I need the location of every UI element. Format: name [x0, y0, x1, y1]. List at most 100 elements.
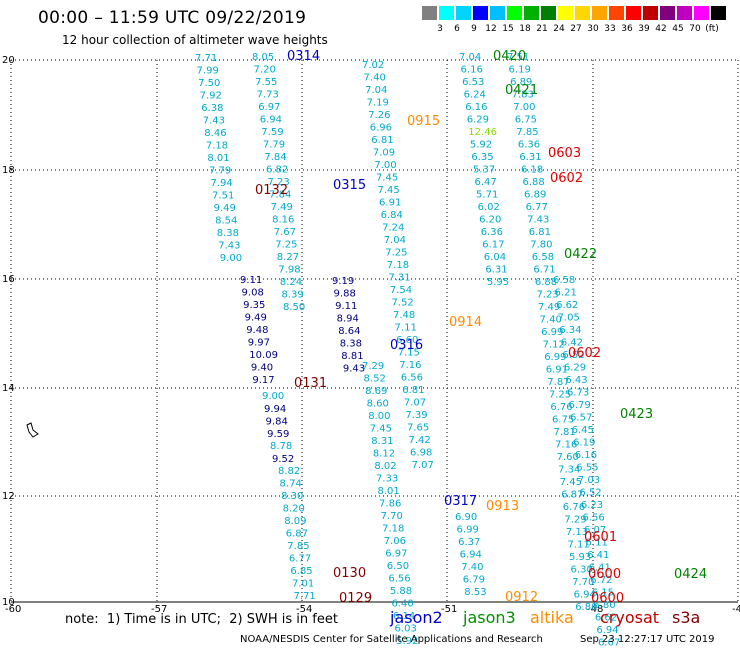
wave-height-value: 6.07: [584, 525, 606, 536]
wave-height-value: 7.04: [384, 235, 406, 246]
wave-height-value: 9.97: [248, 338, 270, 349]
wave-height-value: 7.31: [388, 273, 410, 284]
wave-height-value: 6.77: [526, 202, 548, 213]
scale-swatch: [626, 6, 641, 20]
wave-height-value: 6.99: [541, 327, 563, 338]
lat-tick-label: 16: [2, 274, 15, 285]
scale-swatch: [592, 6, 607, 20]
wave-height-value: 6.91: [546, 365, 568, 376]
wave-height-value: 8.64: [338, 326, 360, 337]
wave-height-value: 8.38: [340, 339, 362, 350]
scale-swatch: [677, 6, 692, 20]
wave-height-value: 7.04: [459, 52, 481, 63]
legend-jason3: jason3: [463, 608, 516, 627]
pass-time-label: 0314: [287, 49, 320, 64]
wave-height-value: 6.19: [573, 438, 595, 449]
wave-height-value: 7.65: [407, 423, 429, 434]
map-subtitle: 12 hour collection of altimeter wave hei…: [62, 33, 328, 47]
wave-height-value: 6.40: [391, 599, 413, 610]
wave-height-value: 8.81: [341, 351, 363, 362]
wave-height-value: 6.98: [410, 448, 432, 459]
wave-height-value: 8.52: [364, 374, 386, 385]
pass-time-label: 0422: [564, 247, 597, 262]
wave-height-value: 6.99: [457, 525, 479, 536]
wave-height-value: 8.01: [378, 486, 400, 497]
scale-label: 24: [553, 24, 565, 34]
scale-label: 70: [689, 24, 701, 34]
wave-height-value: 7.15: [398, 348, 420, 359]
wave-height-value: 7.59: [261, 127, 283, 138]
wave-height-tracks: 7.717.997.507.926.387.438.467.188.017.79…: [195, 52, 620, 649]
wave-height-value: 6.72: [590, 575, 612, 586]
pass-time-label: 0602: [568, 346, 601, 361]
scale-label: 9: [471, 24, 477, 34]
wave-height-value: 6.43: [565, 375, 587, 386]
generated-timestamp: Sep 23 12:27:17 UTC 2019: [580, 634, 715, 645]
wave-height-value: 6.97: [258, 102, 280, 113]
wave-height-value: 6.88: [523, 177, 545, 188]
wave-height-value: 6.03: [395, 624, 417, 635]
wave-height-value: 6.52: [562, 350, 584, 361]
wave-height-value: 8.30: [281, 491, 303, 502]
wave-height-value: 6.90: [455, 512, 477, 523]
wave-height-value: 9.19: [332, 276, 354, 287]
wave-height-value: 8.46: [204, 128, 226, 139]
wave-height-value: 7.00: [513, 102, 535, 113]
wave-height-value: 7.92: [200, 91, 222, 102]
wave-height-value: 7.03: [578, 475, 600, 486]
wave-height-value: 9.52: [272, 454, 294, 465]
wave-height-value: 9.49: [214, 203, 236, 214]
lon-tick-label: -48: [587, 604, 603, 615]
wave-height-value: 7.29: [564, 515, 586, 526]
wave-height-value: 7.83: [512, 90, 534, 101]
wave-height-value: 7.24: [382, 223, 404, 234]
scale-swatch: [490, 6, 505, 20]
wave-height-value: 8.38: [217, 228, 239, 239]
wave-height-value: 6.31: [519, 152, 541, 163]
wave-height-value: 5.71: [476, 190, 498, 201]
wave-height-value: 8.82: [278, 466, 300, 477]
wave-height-value: 7.51: [212, 191, 234, 202]
wave-height-value: 6.94: [596, 625, 618, 636]
wave-height-value: 6.94: [574, 590, 596, 601]
pass-time-label: 0420: [493, 49, 526, 64]
wave-height-value: 6.67: [598, 638, 620, 649]
wave-height-value: 9.35: [243, 300, 265, 311]
wave-height-value: 9.00: [220, 253, 242, 264]
wave-height-value: 6.24: [464, 90, 486, 101]
wave-height-value: 7.50: [198, 78, 220, 89]
scale-swatch: [456, 6, 471, 20]
wave-height-value: 6.81: [371, 135, 393, 146]
wave-height-value: 7.11: [395, 323, 417, 334]
pass-time-label: 0129: [339, 591, 372, 606]
wave-height-value: 8.50: [283, 302, 305, 313]
grid-lines: [10, 59, 739, 603]
wave-height-value: 6.81: [402, 385, 424, 396]
wave-height-value: 9.48: [246, 325, 268, 336]
wave-height-value: 7.20: [254, 65, 276, 76]
wave-height-value: 6.16: [575, 450, 597, 461]
pass-time-label: 0421: [505, 83, 538, 98]
wave-height-value: 6.14: [393, 611, 415, 622]
wave-height-value: 7.54: [390, 285, 412, 296]
pass-time-label: 0913: [486, 499, 519, 514]
wave-height-value: 8.94: [337, 314, 359, 325]
wave-height-value: 6.19: [509, 65, 531, 76]
wave-height-value: 7.45: [378, 185, 400, 196]
wave-height-value: 8.16: [272, 215, 294, 226]
wave-height-value: 6.45: [572, 425, 594, 436]
wave-height-value: 7.49: [538, 302, 560, 313]
wave-height-value: 6.87: [286, 529, 308, 540]
scale-swatch: [660, 6, 675, 20]
pass-time-label: 0603: [548, 146, 581, 161]
wave-height-value: 7.09: [373, 148, 395, 159]
wave-height-value: 7.43: [203, 116, 225, 127]
wave-height-value: 7.16: [555, 440, 577, 451]
wave-height-value: 7.40: [540, 315, 562, 326]
wave-height-value: 6.15: [592, 588, 614, 599]
wave-height-value: 6.41: [587, 550, 609, 561]
pass-time-label: 0602: [550, 171, 583, 186]
wave-height-value: 8.78: [270, 441, 292, 452]
wave-height-value: 7.04: [365, 85, 387, 96]
wave-height-value: 7.42: [409, 435, 431, 446]
